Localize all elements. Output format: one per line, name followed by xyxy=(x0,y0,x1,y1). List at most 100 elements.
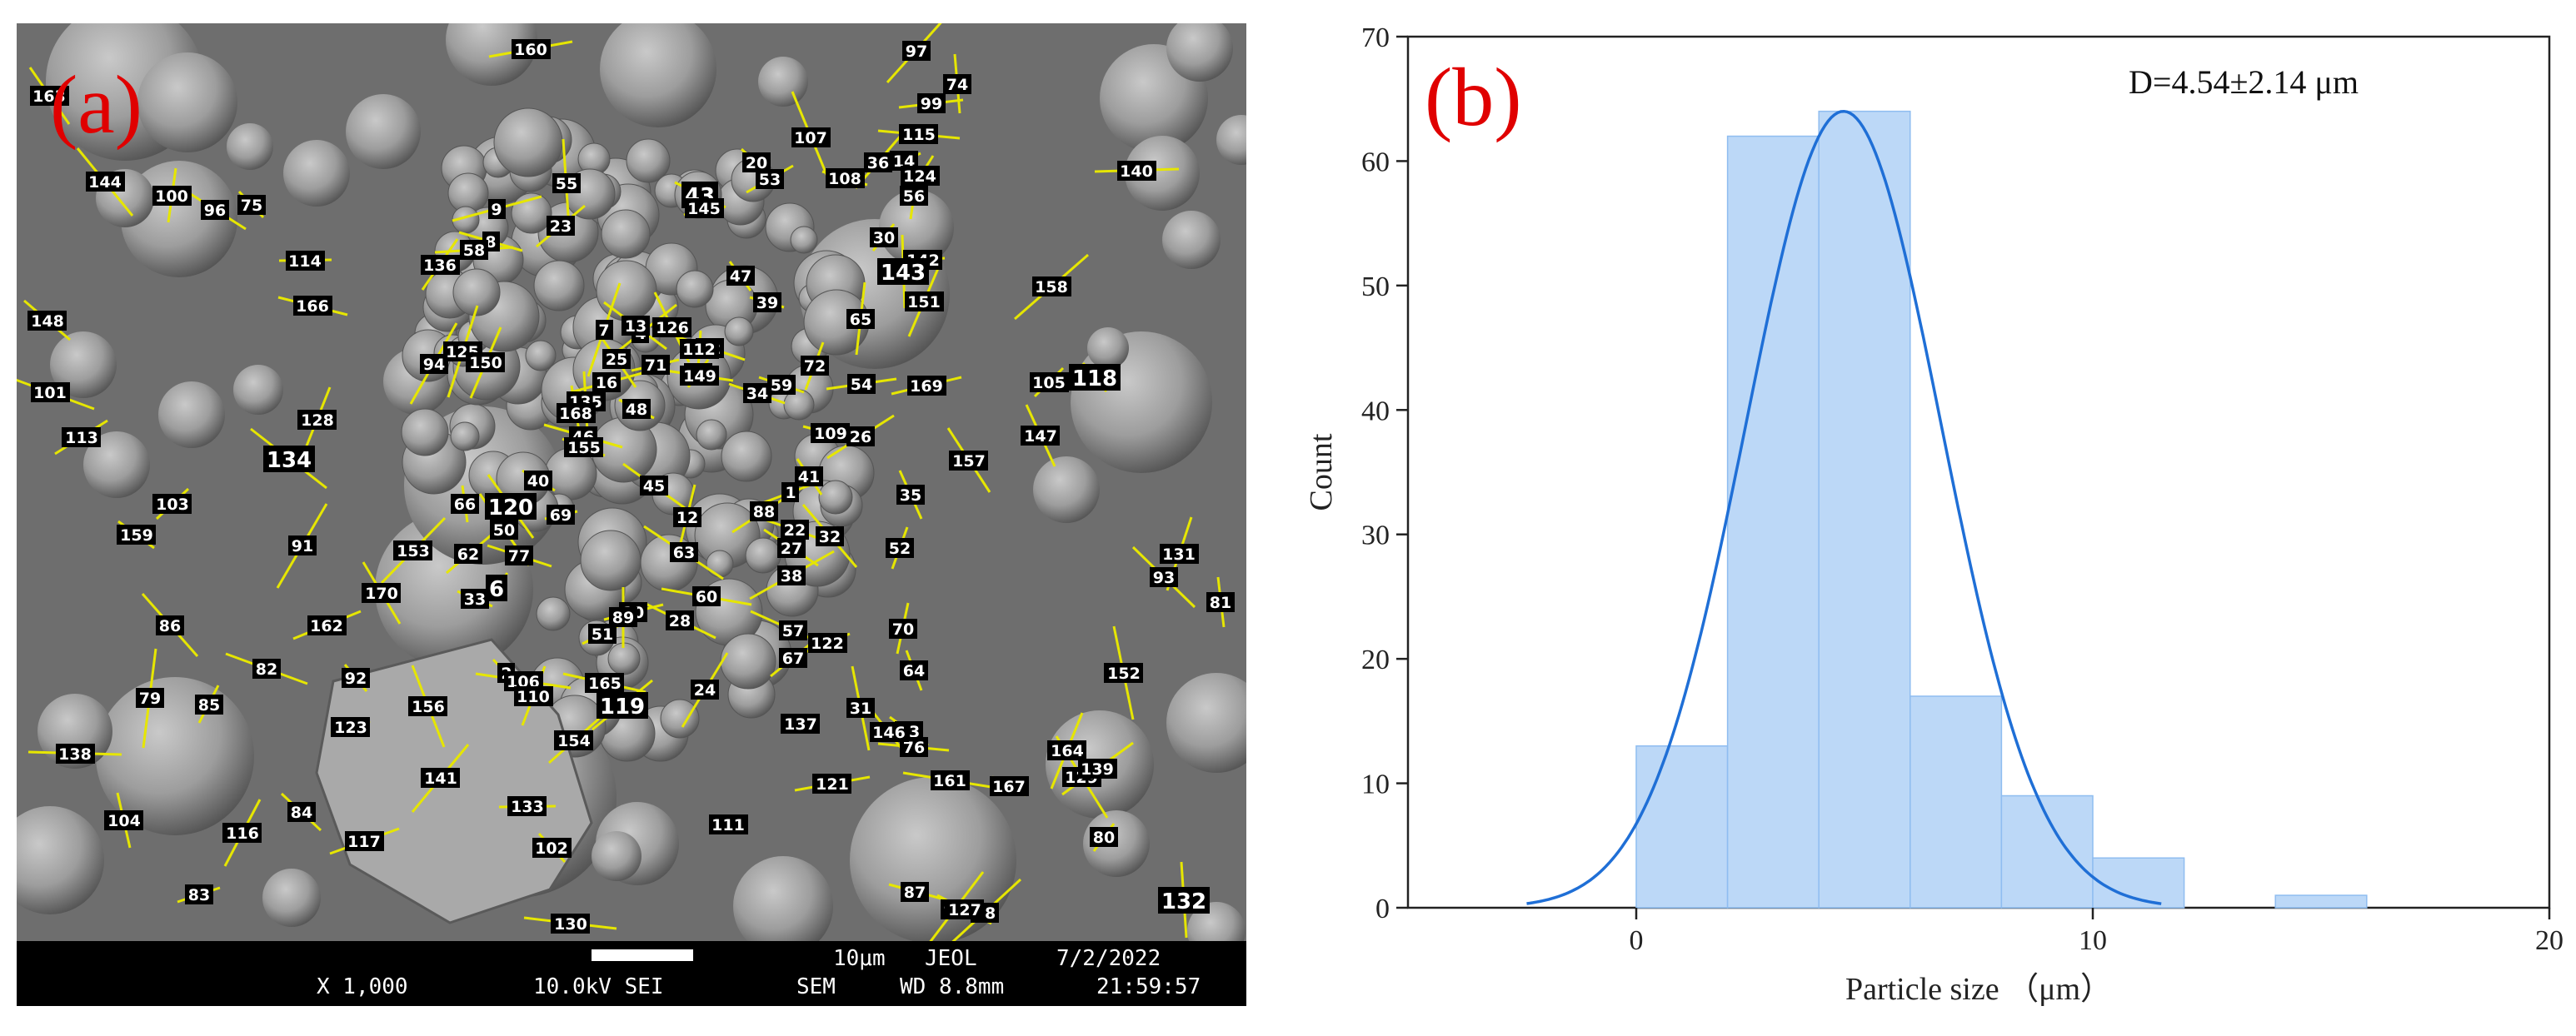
particle-tag: 140 xyxy=(1117,161,1156,181)
svg-text:74: 74 xyxy=(946,76,968,94)
svg-text:150: 150 xyxy=(469,354,502,372)
x-tick-label: 20 xyxy=(2535,925,2564,956)
particle xyxy=(600,23,716,127)
svg-text:47: 47 xyxy=(730,267,751,286)
svg-text:26: 26 xyxy=(850,428,871,446)
particle-tag: 69 xyxy=(547,505,575,525)
particle xyxy=(17,806,104,914)
svg-text:50: 50 xyxy=(493,521,515,540)
svg-text:138: 138 xyxy=(58,745,92,764)
y-tick-label: 50 xyxy=(1361,271,1390,302)
svg-text:153: 153 xyxy=(397,542,430,560)
particle-tag: 156 xyxy=(408,696,447,716)
particle xyxy=(96,677,254,835)
scale-text: 10μm xyxy=(833,946,886,971)
svg-text:79: 79 xyxy=(139,690,161,708)
particle-tag: 115 xyxy=(899,124,938,144)
agglomerate-particle xyxy=(720,633,776,690)
particle-tag: 89 xyxy=(609,607,637,627)
particle-tag: 154 xyxy=(554,730,593,750)
svg-text:63: 63 xyxy=(673,544,695,562)
agglomerate-particle xyxy=(596,260,657,321)
particle-tag: 76 xyxy=(900,737,928,757)
particle xyxy=(262,869,321,927)
particle-tag: 40 xyxy=(524,471,552,491)
agglomerate-particle xyxy=(790,226,818,254)
particle-tag: 77 xyxy=(505,545,533,565)
svg-text:161: 161 xyxy=(933,772,966,790)
particle-tag: 120 xyxy=(485,493,537,520)
svg-text:16: 16 xyxy=(596,374,617,392)
svg-text:170: 170 xyxy=(365,585,398,603)
svg-text:81: 81 xyxy=(1210,594,1231,612)
particle xyxy=(1162,211,1221,269)
particle-tag: 166 xyxy=(293,296,332,316)
particle-tag: 9 xyxy=(488,199,506,219)
svg-text:131: 131 xyxy=(1162,545,1196,564)
particle-tag: 83 xyxy=(185,884,213,904)
svg-text:145: 145 xyxy=(687,200,721,218)
particle-tag: 85 xyxy=(195,695,223,715)
svg-text:117: 117 xyxy=(347,833,381,851)
particle-tag: 22 xyxy=(781,520,809,540)
svg-text:141: 141 xyxy=(424,770,457,788)
particle-tag: 150 xyxy=(466,352,505,372)
mode-text: SEM xyxy=(796,974,836,999)
svg-text:112: 112 xyxy=(682,341,716,359)
particle-tag: 157 xyxy=(949,451,988,471)
particle-tag: 128 xyxy=(297,410,337,430)
svg-text:119: 119 xyxy=(600,695,645,720)
svg-text:124: 124 xyxy=(903,167,936,186)
svg-text:56: 56 xyxy=(903,187,925,206)
svg-text:6: 6 xyxy=(489,577,504,602)
panel-b-label: (b) xyxy=(1425,51,1522,143)
svg-text:57: 57 xyxy=(782,622,804,640)
particle-tag: 144 xyxy=(86,172,125,192)
particle-tag: 164 xyxy=(1047,740,1086,760)
particle-tag: 32 xyxy=(816,526,844,546)
particle-tag: 7 xyxy=(596,320,613,340)
particle xyxy=(233,365,283,415)
particle-tag: 149 xyxy=(680,366,719,386)
svg-text:34: 34 xyxy=(746,385,768,403)
particle-tag: 72 xyxy=(801,356,829,376)
particle xyxy=(1033,456,1100,523)
particle-tag: 13 xyxy=(622,316,650,336)
particle-tag: 57 xyxy=(779,620,807,640)
particle-tag: 170 xyxy=(362,583,401,603)
svg-text:51: 51 xyxy=(592,625,613,644)
particle-tag: 134 xyxy=(263,446,315,473)
particle-tag: 104 xyxy=(104,810,143,830)
agglomerate-particle xyxy=(818,480,853,515)
svg-text:113: 113 xyxy=(65,429,98,447)
particle-tag: 93 xyxy=(1150,567,1178,587)
particle-tag: 136 xyxy=(421,255,460,275)
svg-text:162: 162 xyxy=(310,617,343,635)
particle-tag: 50 xyxy=(490,520,518,540)
agglomerate-particle xyxy=(696,419,727,451)
svg-text:72: 72 xyxy=(804,357,826,376)
svg-text:143: 143 xyxy=(881,261,926,286)
magnification-text: X 1,000 xyxy=(317,974,408,999)
particle-tag: 55 xyxy=(552,173,581,193)
svg-text:99: 99 xyxy=(921,95,942,113)
particle-tag: 139 xyxy=(1078,759,1117,779)
particle xyxy=(733,856,833,941)
svg-text:160: 160 xyxy=(514,41,547,59)
svg-text:38: 38 xyxy=(781,567,802,585)
brand-text: JEOL xyxy=(925,946,977,971)
particle-tag: 155 xyxy=(564,437,603,457)
particle-tag: 71 xyxy=(642,355,670,375)
svg-text:130: 130 xyxy=(554,915,587,934)
histogram-bars xyxy=(1635,110,2368,909)
particle-tag: 101 xyxy=(31,382,70,402)
svg-text:89: 89 xyxy=(612,609,634,627)
svg-text:69: 69 xyxy=(550,506,572,525)
agglomerate-particle xyxy=(601,209,651,259)
svg-text:25: 25 xyxy=(606,351,627,369)
particle-tag: 67 xyxy=(779,648,807,668)
particle-tag: 25 xyxy=(602,349,631,369)
date-text: 7/2/2022 xyxy=(1056,946,1161,971)
svg-text:133: 133 xyxy=(511,798,544,816)
svg-text:152: 152 xyxy=(1107,665,1141,683)
